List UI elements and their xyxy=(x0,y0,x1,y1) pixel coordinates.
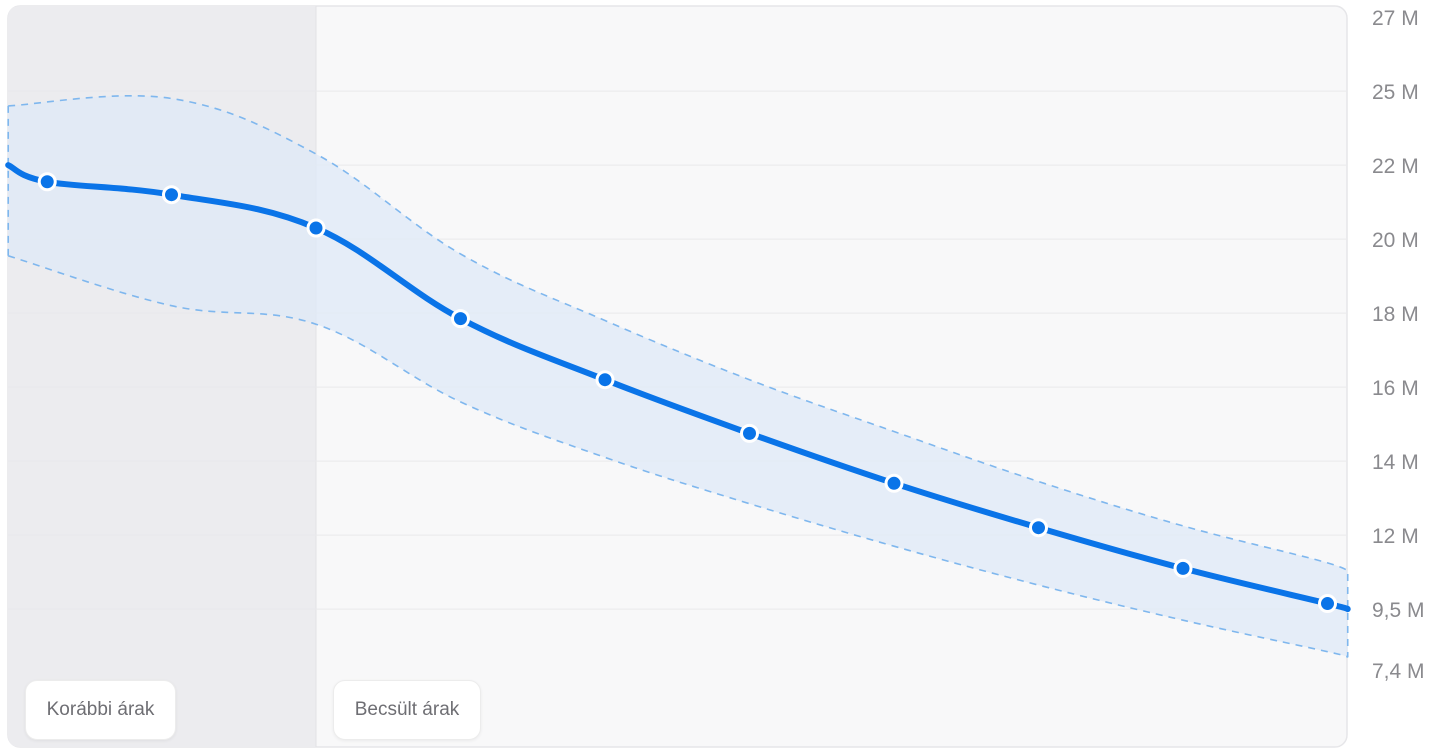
y-tick-label: 27 M xyxy=(1372,7,1419,30)
data-point xyxy=(1318,594,1337,614)
y-tick-label: 25 M xyxy=(1372,81,1419,104)
data-point xyxy=(740,423,759,443)
data-point xyxy=(1029,518,1048,538)
y-tick-label: 9,5 M xyxy=(1372,599,1425,622)
confidence-band xyxy=(8,95,1348,658)
estimated-prices-label: Becsült árak xyxy=(354,699,460,720)
historical-prices-label: Korábbi árak xyxy=(46,699,155,720)
y-tick-label: 20 M xyxy=(1372,229,1419,252)
y-tick-label: 22 M xyxy=(1372,155,1419,178)
data-point xyxy=(595,370,615,390)
data-point xyxy=(162,185,181,205)
historical-prices-legend: Korábbi árak xyxy=(25,680,176,740)
estimated-prices-legend: Becsült árak xyxy=(333,680,481,740)
data-point xyxy=(37,172,57,192)
y-tick-label: 7,4 M xyxy=(1372,660,1425,683)
data-point xyxy=(1173,558,1193,578)
y-tick-label: 18 M xyxy=(1372,303,1419,326)
band-lower-bound xyxy=(7,255,1349,658)
data-point xyxy=(451,309,470,329)
data-point xyxy=(884,473,904,493)
y-tick-label: 14 M xyxy=(1372,451,1419,474)
band-upper-bound xyxy=(8,94,1349,575)
y-tick-label: 16 M xyxy=(1372,377,1419,400)
data-point xyxy=(306,218,326,238)
y-tick-label: 12 M xyxy=(1372,525,1419,548)
